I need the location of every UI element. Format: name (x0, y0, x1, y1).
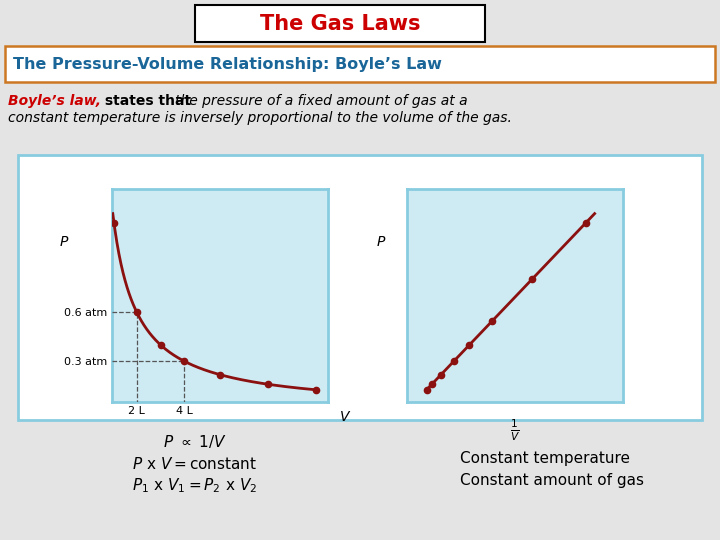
Text: The Gas Laws: The Gas Laws (260, 14, 420, 33)
Text: $P\ \propto\ 1/V$: $P\ \propto\ 1/V$ (163, 434, 227, 450)
Text: P: P (377, 235, 385, 249)
Text: the pressure of a fixed amount of gas at a: the pressure of a fixed amount of gas at… (175, 94, 467, 108)
Text: $P\ \mathrm{x}\ V = \mathrm{constant}$: $P\ \mathrm{x}\ V = \mathrm{constant}$ (132, 456, 258, 472)
Bar (195, 5, 485, 42)
Text: $P_1\ \mathrm{x}\ V_1 = P_2\ \mathrm{x}\ V_2$: $P_1\ \mathrm{x}\ V_1 = P_2\ \mathrm{x}\… (132, 477, 258, 495)
Bar (18, 155, 702, 420)
Text: constant temperature is inversely proportional to the volume of the gas.: constant temperature is inversely propor… (8, 111, 512, 125)
Text: V: V (340, 410, 350, 424)
Text: The Pressure-Volume Relationship: Boyle’s Law: The Pressure-Volume Relationship: Boyle’… (13, 57, 442, 71)
Text: Constant amount of gas: Constant amount of gas (460, 472, 644, 488)
Text: Boyle’s law,: Boyle’s law, (8, 94, 101, 108)
Text: Constant temperature: Constant temperature (460, 450, 630, 465)
Bar (5, 46, 715, 82)
Text: P: P (60, 235, 68, 249)
Text: states that: states that (100, 94, 196, 108)
Text: $\frac{1}{V}$: $\frac{1}{V}$ (510, 417, 520, 443)
